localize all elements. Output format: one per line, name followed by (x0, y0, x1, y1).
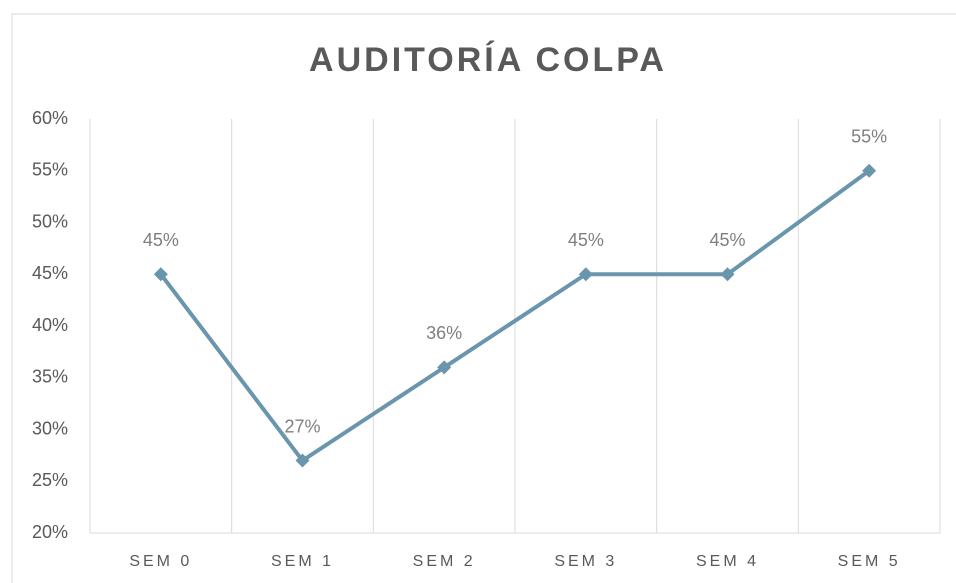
point-marker (437, 360, 452, 375)
x-tick-label: SEM 5 (838, 553, 901, 570)
point-marker (720, 267, 735, 282)
y-tick-label: 60% (32, 108, 68, 128)
x-tick-label: SEM 0 (129, 553, 192, 570)
data-label: 27% (284, 416, 320, 436)
y-tick-label: 50% (32, 211, 68, 231)
point-marker (153, 267, 168, 282)
series-line (159, 169, 871, 463)
data-label: 45% (568, 230, 604, 250)
data-label: 45% (709, 230, 745, 250)
x-tick-label: SEM 3 (554, 553, 617, 570)
y-tick-label: 25% (32, 470, 68, 490)
point-marker (862, 163, 877, 178)
y-tick-label: 35% (32, 367, 68, 387)
y-tick-label: 55% (32, 160, 68, 180)
chart-title: AUDITORÍA COLPA (309, 41, 667, 79)
point-marker (295, 453, 310, 468)
y-tick-label: 20% (32, 522, 68, 542)
chart-border (11, 13, 956, 583)
data-label: 36% (426, 323, 462, 343)
data-label: 45% (143, 230, 179, 250)
point-marker (578, 267, 593, 282)
data-label: 55% (851, 127, 887, 147)
x-tick-label: SEM 1 (271, 553, 334, 570)
x-tick-label: SEM 2 (413, 553, 476, 570)
y-tick-label: 40% (32, 315, 68, 335)
y-tick-label: 45% (32, 263, 68, 283)
x-tick-label: SEM 4 (696, 553, 759, 570)
y-tick-label: 30% (32, 418, 68, 438)
